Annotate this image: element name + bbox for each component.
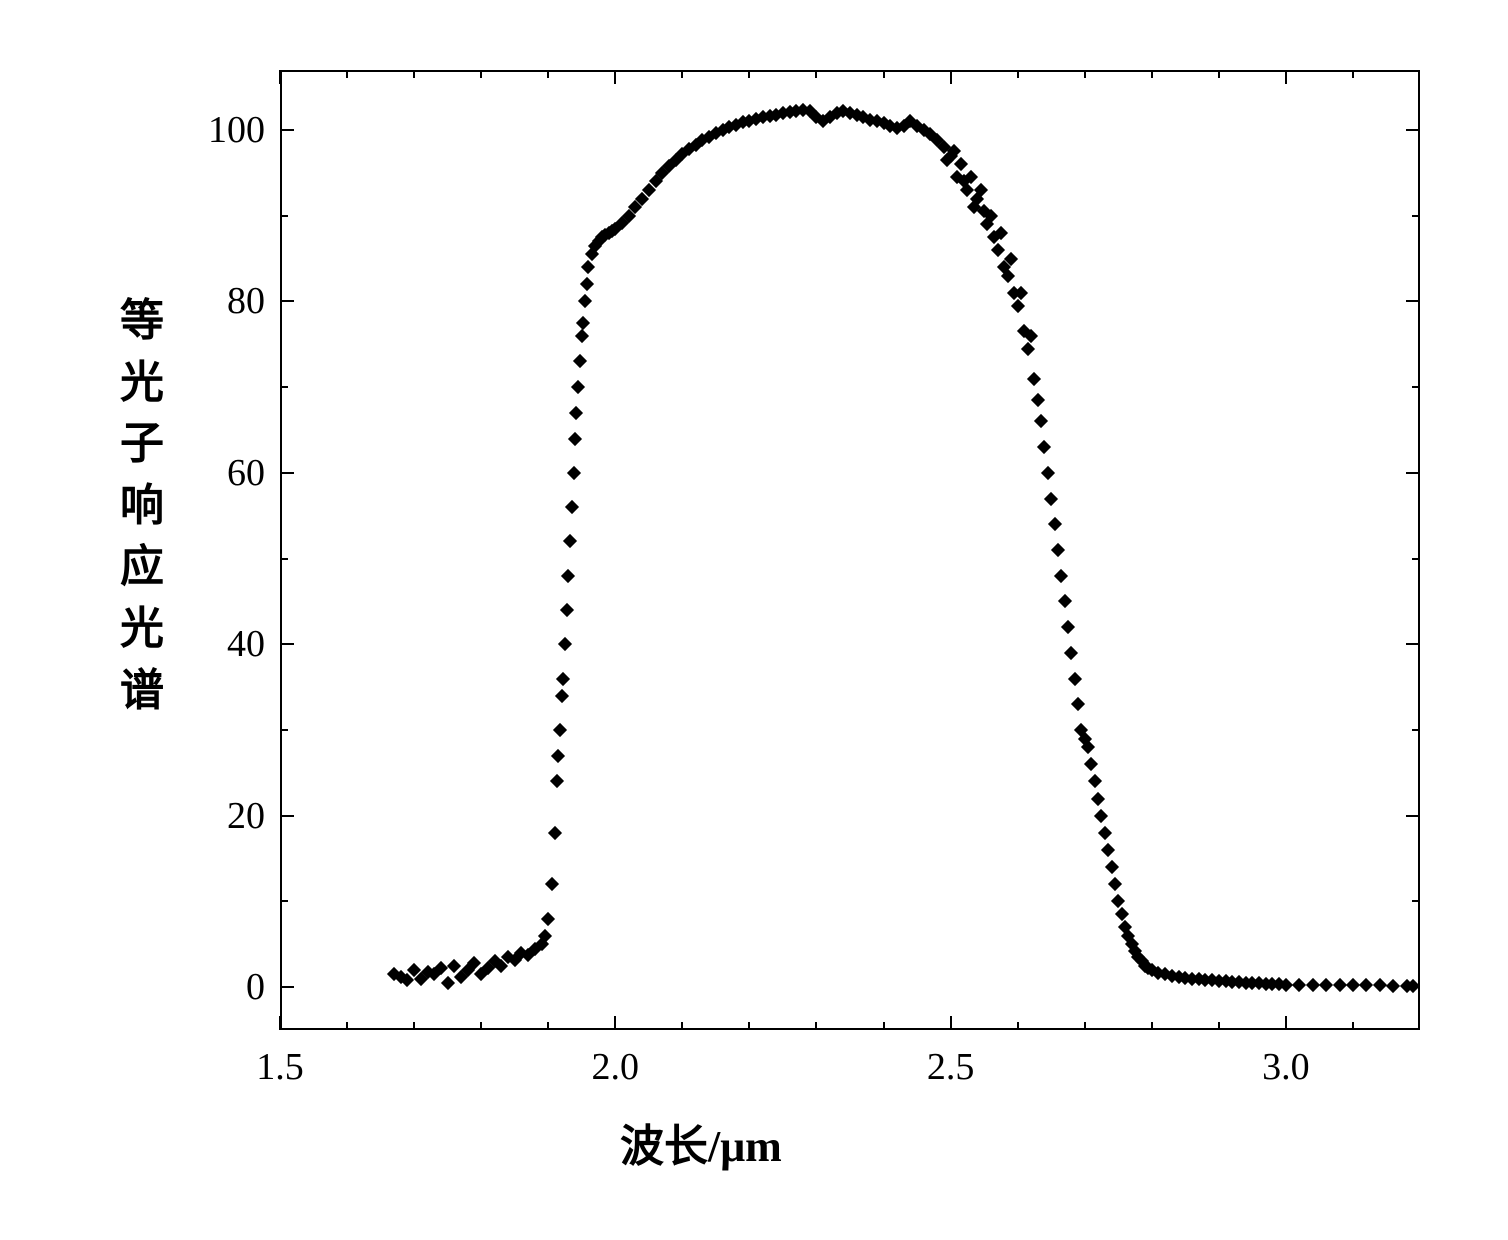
x-tick-minor (681, 70, 683, 78)
chart-container: 等光子响应光谱 波长/μm 0 20 40 60 80 100 1.5 2.0 2.5 3.0 (60, 40, 1460, 1190)
y-tick-label: 80 (227, 279, 265, 323)
y-tick-minor (1412, 729, 1420, 731)
x-tick-minor (815, 70, 817, 78)
x-tick-minor (1218, 1022, 1220, 1030)
x-tick-major (614, 1016, 616, 1030)
x-tick-minor (1218, 70, 1220, 78)
x-tick-label: 2.0 (592, 1045, 640, 1089)
x-tick-minor (346, 70, 348, 78)
x-tick-label: 3.0 (1262, 1045, 1310, 1089)
x-tick-minor (748, 1022, 750, 1030)
y-tick-minor (1412, 215, 1420, 217)
y-tick-label: 20 (227, 794, 265, 838)
x-tick-minor (346, 1022, 348, 1030)
y-tick-minor (280, 386, 288, 388)
x-tick-minor (547, 1022, 549, 1030)
x-tick-minor (480, 1022, 482, 1030)
x-tick-minor (681, 1022, 683, 1030)
y-tick-major (280, 643, 294, 645)
y-tick-major (1406, 643, 1420, 645)
y-axis-label: 等光子响应光谱 (120, 290, 164, 721)
y-tick-major (1406, 472, 1420, 474)
y-tick-minor (1412, 558, 1420, 560)
x-tick-major (614, 70, 616, 84)
y-tick-minor (280, 558, 288, 560)
y-tick-minor (1412, 900, 1420, 902)
x-tick-minor (1084, 70, 1086, 78)
x-tick-minor (1352, 1022, 1354, 1030)
x-tick-minor (748, 70, 750, 78)
y-tick-major (280, 986, 294, 988)
y-tick-major (280, 300, 294, 302)
plot-area (280, 70, 1420, 1030)
x-axis-label: 波长/μm (620, 1110, 782, 1174)
x-tick-minor (480, 70, 482, 78)
y-tick-minor (280, 729, 288, 731)
y-tick-label: 60 (227, 451, 265, 495)
x-tick-major (950, 1016, 952, 1030)
x-tick-minor (547, 70, 549, 78)
x-tick-label: 2.5 (927, 1045, 975, 1089)
y-tick-major (1406, 815, 1420, 817)
y-tick-label: 0 (246, 965, 265, 1009)
x-tick-minor (1151, 1022, 1153, 1030)
x-tick-minor (883, 1022, 885, 1030)
x-tick-minor (1017, 70, 1019, 78)
x-tick-minor (1084, 1022, 1086, 1030)
x-tick-minor (883, 70, 885, 78)
x-tick-major (1285, 1016, 1287, 1030)
y-tick-minor (1412, 386, 1420, 388)
x-tick-minor (413, 1022, 415, 1030)
y-tick-major (280, 815, 294, 817)
x-tick-major (1285, 70, 1287, 84)
x-tick-minor (413, 70, 415, 78)
y-tick-major (1406, 129, 1420, 131)
x-tick-major (279, 70, 281, 84)
x-tick-minor (1017, 1022, 1019, 1030)
x-tick-minor (815, 1022, 817, 1030)
x-tick-label: 1.5 (256, 1045, 304, 1089)
y-tick-minor (280, 900, 288, 902)
y-tick-label: 40 (227, 622, 265, 666)
y-tick-major (280, 129, 294, 131)
y-tick-label: 100 (208, 108, 265, 152)
x-tick-major (279, 1016, 281, 1030)
x-tick-major (950, 70, 952, 84)
x-tick-minor (1151, 70, 1153, 78)
y-tick-major (280, 472, 294, 474)
x-tick-minor (1352, 70, 1354, 78)
y-tick-major (1406, 300, 1420, 302)
y-tick-minor (280, 215, 288, 217)
